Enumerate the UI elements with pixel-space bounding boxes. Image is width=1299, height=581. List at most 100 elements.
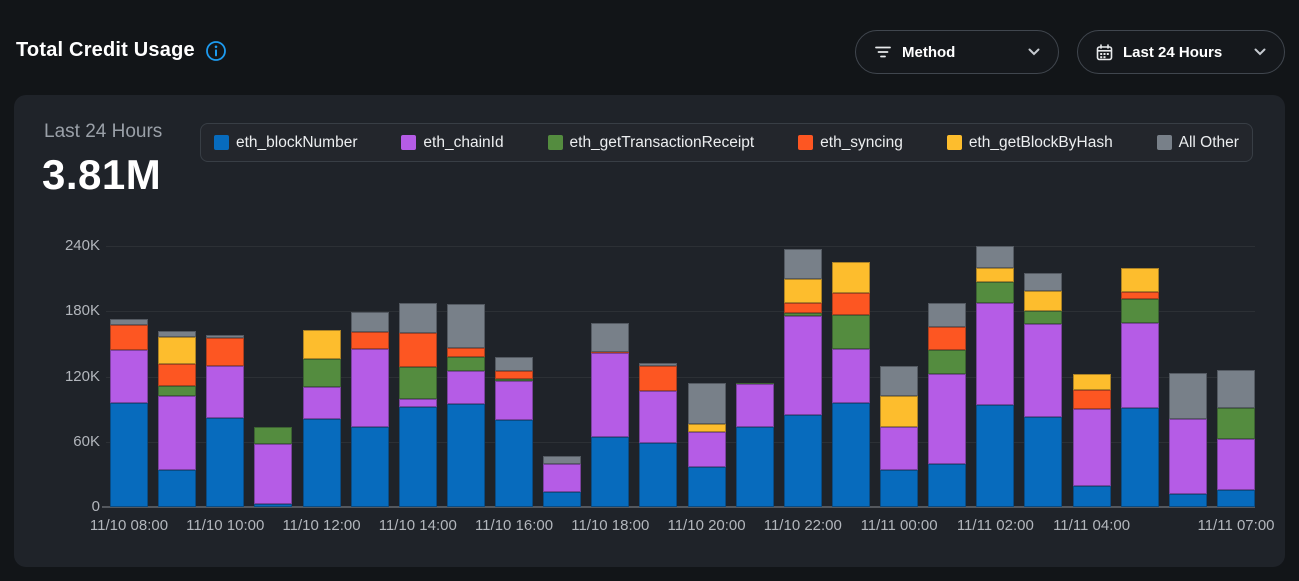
bar-segment[interactable] bbox=[110, 318, 148, 326]
bar-segment[interactable] bbox=[1024, 416, 1063, 507]
bar-segment[interactable] bbox=[350, 331, 389, 350]
bar-column-11-10-15-00[interactable] bbox=[446, 246, 485, 507]
bar-segment[interactable] bbox=[206, 417, 245, 507]
bar-segment[interactable] bbox=[831, 349, 870, 403]
bar-segment[interactable] bbox=[1072, 374, 1111, 390]
bar-segment[interactable] bbox=[350, 312, 389, 332]
bar-column-11-10-09-00[interactable] bbox=[158, 246, 197, 507]
bar-segment[interactable] bbox=[735, 426, 774, 507]
bar-segment[interactable] bbox=[1120, 323, 1159, 408]
bar-segment[interactable] bbox=[687, 383, 726, 425]
bar-column-11-11-02-00[interactable] bbox=[976, 246, 1015, 507]
bar-segment[interactable] bbox=[880, 426, 919, 470]
bar-segment[interactable] bbox=[1072, 389, 1111, 410]
bar-column-11-11-03-00[interactable] bbox=[1024, 246, 1063, 507]
bar-segment[interactable] bbox=[1120, 291, 1159, 300]
bar-column-11-10-19-00[interactable] bbox=[639, 246, 678, 507]
bar-segment[interactable] bbox=[591, 437, 630, 507]
bar-segment[interactable] bbox=[880, 365, 919, 397]
bar-segment[interactable] bbox=[831, 402, 870, 507]
bar-column-11-11-01-00[interactable] bbox=[928, 246, 967, 507]
bar-segment[interactable] bbox=[1024, 290, 1063, 312]
bar-segment[interactable] bbox=[302, 359, 341, 388]
bar-segment[interactable] bbox=[206, 365, 245, 418]
bar-segment[interactable] bbox=[591, 323, 630, 352]
bar-column-11-10-13-00[interactable] bbox=[350, 246, 389, 507]
bar-segment[interactable] bbox=[1072, 486, 1111, 507]
bar-segment[interactable] bbox=[639, 442, 678, 507]
bar-segment[interactable] bbox=[1217, 408, 1255, 439]
bar-segment[interactable] bbox=[543, 491, 582, 507]
bar-segment[interactable] bbox=[783, 315, 822, 415]
bar-segment[interactable] bbox=[350, 426, 389, 507]
bar-column-11-10-20-00[interactable] bbox=[687, 246, 726, 507]
bar-segment[interactable] bbox=[110, 350, 148, 403]
bar-segment[interactable] bbox=[398, 407, 437, 507]
bar-segment[interactable] bbox=[495, 378, 534, 381]
bar-segment[interactable] bbox=[446, 403, 485, 507]
bar-segment[interactable] bbox=[687, 432, 726, 467]
bar-segment[interactable] bbox=[158, 396, 197, 470]
bar-segment[interactable] bbox=[543, 455, 582, 464]
bar-segment[interactable] bbox=[158, 386, 197, 397]
bar-segment[interactable] bbox=[495, 371, 534, 379]
bar-column-11-10-16-00[interactable] bbox=[495, 246, 534, 507]
bar-segment[interactable] bbox=[976, 267, 1015, 282]
bar-segment[interactable] bbox=[350, 349, 389, 427]
bar-segment[interactable] bbox=[591, 351, 630, 353]
bar-segment[interactable] bbox=[254, 426, 293, 444]
bar-segment[interactable] bbox=[687, 466, 726, 507]
bar-segment[interactable] bbox=[783, 313, 822, 316]
bar-segment[interactable] bbox=[976, 281, 1015, 303]
bar-segment[interactable] bbox=[928, 374, 967, 464]
bar-column-11-10-23-00[interactable] bbox=[831, 246, 870, 507]
bar-column-11-11-00-00[interactable] bbox=[880, 246, 919, 507]
bar-segment[interactable] bbox=[1120, 408, 1159, 507]
bar-column-11-10-08-00[interactable] bbox=[110, 246, 148, 507]
bar-segment[interactable] bbox=[687, 424, 726, 433]
legend-item-all-other[interactable]: All Other bbox=[1156, 134, 1239, 152]
bar-segment[interactable] bbox=[158, 337, 197, 364]
bar-segment[interactable] bbox=[639, 365, 678, 391]
bar-segment[interactable] bbox=[495, 380, 534, 420]
bar-segment[interactable] bbox=[880, 470, 919, 507]
bar-column-11-10-12-00[interactable] bbox=[302, 246, 341, 507]
bar-segment[interactable] bbox=[639, 390, 678, 443]
bar-segment[interactable] bbox=[1217, 438, 1255, 490]
bar-segment[interactable] bbox=[831, 314, 870, 350]
bar-segment[interactable] bbox=[1217, 489, 1255, 507]
bar-segment[interactable] bbox=[302, 387, 341, 419]
bar-segment[interactable] bbox=[831, 292, 870, 315]
bar-segment[interactable] bbox=[543, 463, 582, 492]
bar-segment[interactable] bbox=[206, 338, 245, 366]
bar-segment[interactable] bbox=[302, 329, 341, 360]
bar-segment[interactable] bbox=[495, 357, 534, 372]
bar-segment[interactable] bbox=[880, 396, 919, 427]
bar-segment[interactable] bbox=[1168, 494, 1207, 507]
bar-segment[interactable] bbox=[398, 366, 437, 400]
bar-column-11-10-10-00[interactable] bbox=[206, 246, 245, 507]
bar-segment[interactable] bbox=[1120, 267, 1159, 292]
bar-segment[interactable] bbox=[158, 330, 197, 338]
bar-column-11-10-22-00[interactable] bbox=[783, 246, 822, 507]
time-range-dropdown[interactable]: Last 24 Hours bbox=[1077, 30, 1285, 74]
bar-segment[interactable] bbox=[928, 326, 967, 351]
bar-segment[interactable] bbox=[302, 418, 341, 507]
method-filter-dropdown[interactable]: Method bbox=[855, 30, 1059, 74]
bar-segment[interactable] bbox=[591, 352, 630, 438]
bar-segment[interactable] bbox=[1120, 299, 1159, 324]
legend-item-eth-gettransactionreceipt[interactable]: eth_getTransactionReceipt bbox=[547, 134, 754, 152]
bar-segment[interactable] bbox=[976, 404, 1015, 507]
bar-segment[interactable] bbox=[446, 303, 485, 349]
bar-column-11-11-04-00[interactable] bbox=[1072, 246, 1111, 507]
bar-segment[interactable] bbox=[639, 363, 678, 366]
bar-segment[interactable] bbox=[783, 249, 822, 279]
bar-segment[interactable] bbox=[1168, 419, 1207, 494]
bar-column-11-11-05-00[interactable] bbox=[1120, 246, 1159, 507]
bar-column-11-11-07-00[interactable] bbox=[1217, 246, 1255, 507]
bar-segment[interactable] bbox=[158, 363, 197, 387]
bar-segment[interactable] bbox=[1024, 273, 1063, 291]
bar-segment[interactable] bbox=[1168, 373, 1207, 419]
bar-segment[interactable] bbox=[206, 335, 245, 339]
legend-item-eth-syncing[interactable]: eth_syncing bbox=[798, 134, 903, 152]
